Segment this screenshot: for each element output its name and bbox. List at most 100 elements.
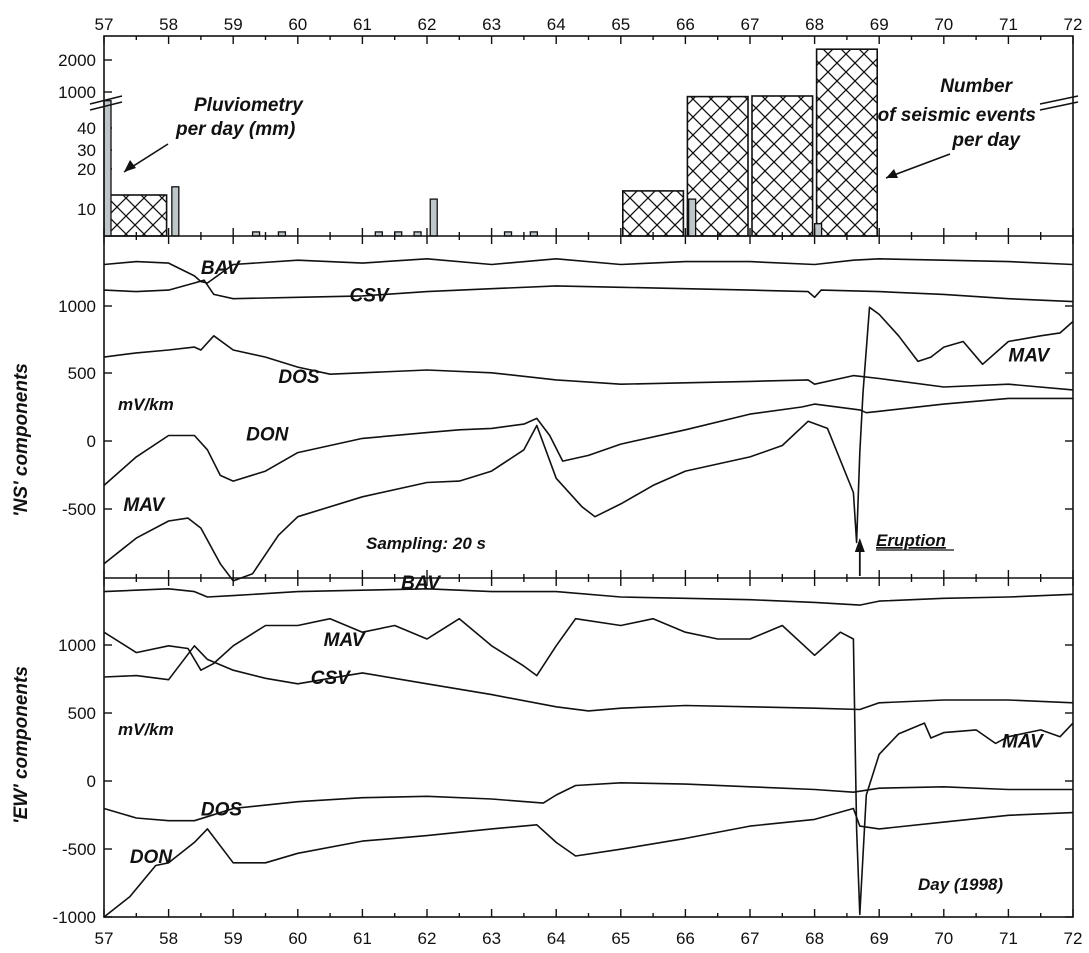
- series-label-csv: CSV: [311, 668, 351, 689]
- x-tick-label-top: 71: [999, 15, 1018, 34]
- series-label-dos: DOS: [278, 367, 320, 388]
- annotation-pluviometry: Pluviometry: [194, 95, 304, 116]
- x-tick-label-top: 72: [1064, 15, 1083, 34]
- ns-panel: 1000 500 0 -500 BAV CSV DOS DON MAV MAV 'NS' compo…: [11, 258, 1074, 582]
- series-label-mav: MAV: [324, 630, 366, 651]
- unit-label: mV/km: [118, 720, 174, 739]
- x-tick-label-bottom: 65: [611, 929, 630, 948]
- eruption-label: Eruption: [876, 531, 946, 550]
- y-tick-label-top: 40: [77, 119, 96, 138]
- x-tick-label-bottom: 67: [741, 929, 760, 948]
- y-axis-label: 'NS' components: [11, 363, 32, 517]
- x-tick-label-top: 60: [288, 15, 307, 34]
- series-label-bav: BAV: [401, 573, 441, 594]
- y-tick-label-top: 20: [77, 160, 96, 179]
- x-tick-label-bottom: 68: [805, 929, 824, 948]
- x-tick-label-top: 70: [934, 15, 953, 34]
- y-tick-label: 1000: [58, 297, 96, 316]
- x-tick-label-bottom: 69: [870, 929, 889, 948]
- annotation-seismic: per day: [951, 130, 1021, 151]
- trace-csv: [103, 645, 1074, 712]
- pluviometry-bar: [813, 223, 823, 237]
- seismic-bar: [751, 95, 814, 237]
- x-tick-label-top: 62: [418, 15, 437, 34]
- y-tick-label-top: 1000: [58, 83, 96, 102]
- annotation-pluviometry: per day (mm): [175, 119, 295, 140]
- annotation-seismic: of seismic events: [878, 105, 1036, 126]
- series-label-don: DON: [130, 847, 174, 868]
- x-tick-label-bottom: 62: [418, 929, 437, 948]
- series-label-don: DON: [246, 424, 290, 445]
- pluviometry-bar: [429, 198, 438, 237]
- series-label-mav-right: MAV: [1002, 732, 1044, 753]
- x-axis-label: Day (1998): [918, 875, 1003, 894]
- y-tick-label: -1000: [53, 908, 96, 927]
- y-tick-label: 0: [87, 432, 96, 451]
- y-tick-label-top: 10: [77, 200, 96, 219]
- axis-break-left: [89, 95, 123, 111]
- trace-bav: [103, 258, 1074, 284]
- x-tick-label-top: 66: [676, 15, 695, 34]
- trace-dos: [103, 782, 1073, 822]
- x-tick-label-top: 63: [482, 15, 501, 34]
- unit-label: mV/km: [118, 395, 174, 414]
- seismic-bar: [686, 95, 749, 237]
- y-tick-label: 1000: [58, 636, 96, 655]
- x-tick-label-top: 67: [741, 15, 760, 34]
- x-tick-label-bottom: 57: [95, 929, 114, 948]
- trace-mav: [103, 617, 1074, 916]
- x-tick-label-top: 59: [224, 15, 243, 34]
- y-tick-label: 0: [87, 772, 96, 791]
- x-tick-label-bottom: 72: [1064, 929, 1083, 948]
- y-tick-label: -500: [62, 840, 96, 859]
- arrow-head: [124, 160, 136, 172]
- series-label-mav: MAV: [123, 495, 165, 516]
- trace-csv: [103, 279, 1074, 303]
- arrow-head: [886, 169, 898, 178]
- x-tick-label-bottom: 61: [353, 929, 372, 948]
- y-tick-label-top: 2000: [58, 51, 96, 70]
- series-label-csv: CSV: [349, 286, 389, 307]
- y-tick-label: 500: [68, 704, 96, 723]
- trace-mav: [103, 306, 1074, 582]
- pluviometry-bar: [687, 198, 697, 237]
- seismic-bar: [105, 194, 168, 237]
- x-tick-label-top: 64: [547, 15, 566, 34]
- series-label-bav: BAV: [201, 258, 241, 279]
- x-tick-label-bottom: 60: [288, 929, 307, 948]
- y-axis-label: 'EW' components: [11, 666, 32, 824]
- y-tick-label: -500: [62, 500, 96, 519]
- arrow-seismic: [885, 153, 951, 179]
- axis-break-right: [1039, 95, 1079, 111]
- ew-panel: 1000 500 0 -500 -1000 BAV MAV CSV DOS DON MAV 'EW' …: [11, 573, 1074, 927]
- x-tick-label-bottom: 71: [999, 929, 1018, 948]
- x-tick-label-top: 57: [95, 15, 114, 34]
- sampling-note: Sampling: 20 s: [366, 534, 486, 553]
- x-tick-label-top: 69: [870, 15, 889, 34]
- x-tick-label-top: 68: [805, 15, 824, 34]
- y-tick-label-top: 30: [77, 141, 96, 160]
- pluviometry-bar: [103, 100, 112, 237]
- annotation-seismic: Number: [940, 76, 1013, 97]
- trace-bav: [103, 588, 1074, 606]
- pluviometry-bar: [171, 186, 180, 237]
- x-tick-label-bottom: 66: [676, 929, 695, 948]
- seismic-bar: [621, 190, 685, 237]
- x-tick-label-bottom: 59: [224, 929, 243, 948]
- x-tick-label-bottom: 58: [159, 929, 178, 948]
- x-tick-label-top: 58: [159, 15, 178, 34]
- series-label-dos: DOS: [201, 799, 243, 820]
- eruption-arrow-head: [854, 538, 865, 552]
- trace-don: [103, 807, 1074, 918]
- x-tick-label-bottom: 63: [482, 929, 501, 948]
- shared-axes: 57 57 58 58 59 59 60 60 61 61 62 62 63 63 64 64 65 65 66 66…: [95, 15, 1083, 948]
- trace-dos: [103, 335, 1074, 391]
- series-label-mav-right: MAV: [1008, 345, 1050, 366]
- x-tick-label-top: 65: [611, 15, 630, 34]
- x-tick-label-bottom: 64: [547, 929, 566, 948]
- y-tick-label: 500: [68, 364, 96, 383]
- seismic-bar: [815, 48, 878, 237]
- x-tick-label-bottom: 70: [934, 929, 953, 948]
